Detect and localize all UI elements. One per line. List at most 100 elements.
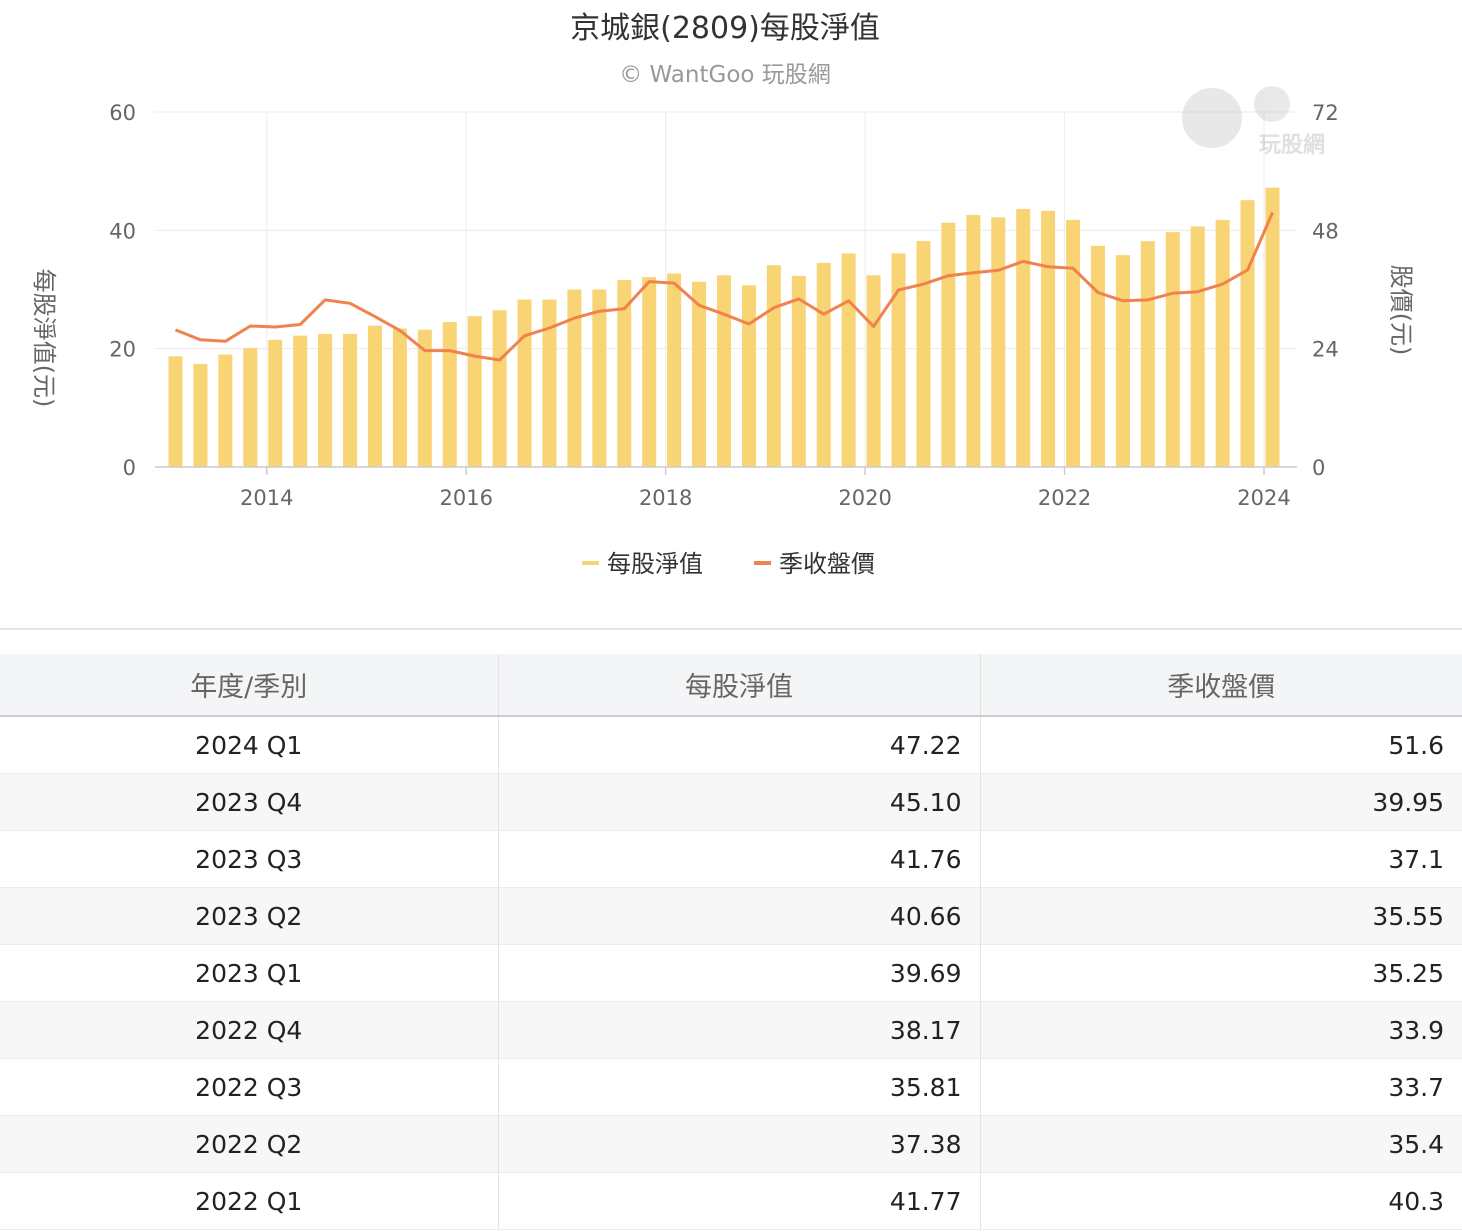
bar-bps-2014-Q3[interactable]: [318, 333, 333, 467]
table-row: 2024 Q1 47.22 51.6: [0, 716, 1462, 774]
line-series-close-price: [174, 212, 1274, 362]
watermark-text: 玩股網: [1259, 132, 1325, 158]
bar-bps-2021-Q3[interactable]: [1016, 209, 1031, 468]
bar-bps-2020-Q1[interactable]: [866, 275, 881, 467]
bar-bps-2015-Q3[interactable]: [417, 329, 432, 467]
header-close-price[interactable]: 季收盤價: [980, 654, 1462, 717]
bar-bps-2020-Q4[interactable]: [941, 222, 956, 467]
bar-bps-2017-Q2[interactable]: [592, 289, 607, 468]
bar-bps-2021-Q4[interactable]: [1041, 210, 1056, 467]
bar-bps-2018-Q1[interactable]: [667, 273, 682, 467]
bar-bps-2018-Q4[interactable]: [741, 285, 756, 467]
bps-cell: 40.66: [498, 887, 981, 945]
table-header-row: 年度/季別 每股淨值 季收盤價: [0, 654, 1462, 717]
table-body: 2024 Q1 47.22 51.6 2023 Q4 45.10 39.95 2023 Q3…: [0, 716, 1462, 1230]
bar-bps-2022-Q3[interactable]: [1115, 255, 1130, 467]
bar-bps-2013-Q2[interactable]: [193, 364, 208, 467]
legend-label-close-price: 季收盤價: [779, 550, 875, 578]
table-row: 2022 Q2 37.38 35.4: [0, 1115, 1462, 1173]
bar-bps-2014-Q2[interactable]: [293, 335, 308, 467]
table-row: 2023 Q3 41.76 37.1: [0, 830, 1462, 888]
bar-bps-2022-Q2[interactable]: [1090, 245, 1105, 467]
close-price-cell: 35.25: [980, 944, 1462, 1002]
chart-subtitle: © WantGoo 玩股網: [619, 62, 831, 88]
period-cell: 2023 Q1: [0, 944, 499, 1002]
bar-bps-2019-Q1[interactable]: [766, 265, 781, 467]
period-cell: 2023 Q2: [0, 887, 499, 945]
bar-bps-2017-Q1[interactable]: [567, 289, 582, 468]
bar-bps-2023-Q2[interactable]: [1190, 226, 1205, 467]
bar-bps-2022-Q4[interactable]: [1140, 241, 1155, 467]
watermark-mascot-icon: [1182, 88, 1242, 148]
bar-bps-2014-Q4[interactable]: [343, 333, 358, 467]
close-price-cell: 33.7: [980, 1058, 1462, 1116]
table-row: 2023 Q2 40.66 35.55: [0, 887, 1462, 945]
bar-bps-2017-Q3[interactable]: [617, 280, 632, 467]
legend-swatch-close-price: [754, 561, 771, 565]
bar-bps-2019-Q4[interactable]: [841, 253, 856, 467]
right-tick-label-72: 72: [1312, 101, 1339, 125]
wantgoo-watermark: 玩股網: [1182, 86, 1325, 158]
chart-title: 京城銀(2809)每股淨值: [570, 11, 880, 46]
right-tick-label-0: 0: [1312, 456, 1325, 480]
close-price-cell: 40.3: [980, 1172, 1462, 1230]
period-cell: 2022 Q2: [0, 1115, 499, 1173]
period-cell: 2022 Q3: [0, 1058, 499, 1116]
bar-bps-2023-Q1[interactable]: [1165, 232, 1180, 467]
left-axis-label: 每股淨值(元): [30, 269, 58, 408]
period-cell: 2023 Q3: [0, 830, 499, 888]
bar-bps-2021-Q2[interactable]: [991, 217, 1006, 467]
bps-cell: 41.76: [498, 830, 981, 888]
bps-chart: 玩股網 2014 2016 2018 2020 2022 2024 0 20 40 60 0 24…: [30, 11, 1415, 578]
header-period[interactable]: 年度/季別: [0, 654, 499, 717]
bar-bps-2021-Q1[interactable]: [966, 214, 981, 467]
bar-bps-2013-Q1[interactable]: [168, 356, 183, 467]
bar-bps-2019-Q3[interactable]: [816, 262, 831, 467]
bar-bps-2016-Q4[interactable]: [542, 299, 557, 467]
x-tick-label-2018: 2018: [639, 486, 692, 510]
close-price-cell: 39.95: [980, 773, 1462, 831]
bar-bps-2018-Q3[interactable]: [717, 275, 731, 467]
table-row: 2022 Q3 35.81 33.7: [0, 1058, 1462, 1116]
legend-item-close-price[interactable]: 季收盤價: [754, 550, 875, 578]
bar-bps-2017-Q4[interactable]: [642, 277, 657, 467]
bar-bps-2018-Q2[interactable]: [692, 281, 707, 467]
legend: 每股淨值 季收盤價: [582, 550, 875, 578]
bar-bps-2014-Q1[interactable]: [268, 339, 283, 467]
period-cell: 2022 Q1: [0, 1172, 499, 1230]
left-tick-label-60: 60: [109, 101, 136, 125]
bar-bps-2024-Q1[interactable]: [1265, 187, 1280, 468]
bar-bps-2015-Q2[interactable]: [392, 328, 407, 467]
close-price-cell: 33.9: [980, 1001, 1462, 1059]
right-tick-label-48: 48: [1312, 219, 1339, 243]
right-axis-label: 股價(元): [1387, 265, 1415, 356]
left-axis-ticks: 0 20 40 60: [109, 101, 136, 480]
bar-bps-2016-Q1[interactable]: [467, 316, 482, 467]
header-bps[interactable]: 每股淨值: [498, 654, 981, 717]
bar-bps-2016-Q3[interactable]: [517, 299, 532, 467]
close-price-cell: 37.1: [980, 830, 1462, 888]
right-tick-label-24: 24: [1312, 338, 1339, 362]
bar-bps-2020-Q3[interactable]: [916, 240, 931, 467]
bar-bps-2023-Q3[interactable]: [1215, 219, 1230, 467]
table-row: 2023 Q4 45.10 39.95: [0, 773, 1462, 831]
bar-bps-2013-Q4[interactable]: [243, 348, 258, 467]
bar-bps-2020-Q2[interactable]: [891, 253, 906, 467]
legend-label-bps: 每股淨值: [607, 550, 703, 578]
right-axis-ticks: 0 24 48 72: [1312, 101, 1339, 480]
bar-bps-2015-Q4[interactable]: [442, 322, 457, 467]
bar-bps-2013-Q3[interactable]: [218, 354, 233, 467]
bps-cell: 38.17: [498, 1001, 981, 1059]
close-price-cell: 35.55: [980, 887, 1462, 945]
legend-item-bps[interactable]: 每股淨值: [582, 550, 703, 578]
bar-bps-2016-Q2[interactable]: [492, 310, 507, 467]
bar-bps-2015-Q1[interactable]: [367, 325, 382, 467]
close-price-cell: 35.4: [980, 1115, 1462, 1173]
legend-swatch-bps: [582, 561, 599, 565]
bar-bps-2022-Q1[interactable]: [1066, 219, 1081, 467]
bar-bps-2023-Q4[interactable]: [1240, 200, 1255, 468]
bar-bps-2019-Q2[interactable]: [791, 275, 806, 467]
bps-cell: 37.38: [498, 1115, 981, 1173]
bps-cell: 35.81: [498, 1058, 981, 1116]
period-cell: 2023 Q4: [0, 773, 499, 831]
